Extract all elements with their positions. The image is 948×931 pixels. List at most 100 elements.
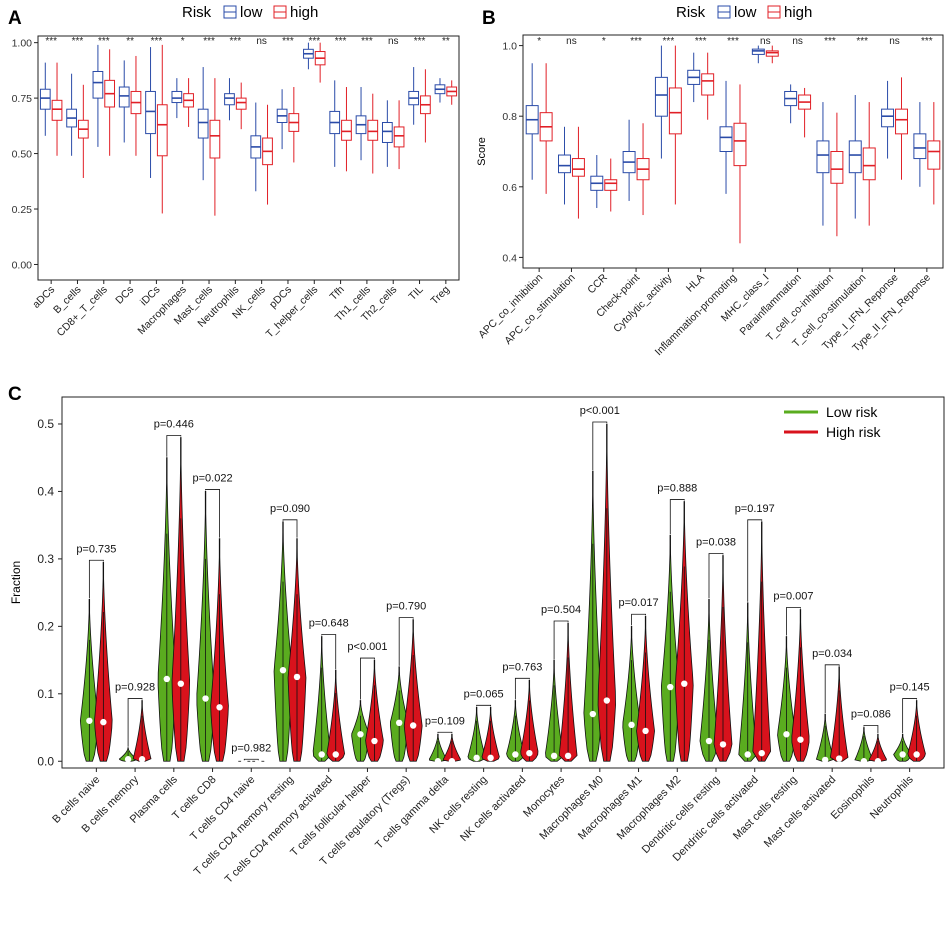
p-value-label: p<0.001	[347, 641, 387, 653]
violin-median-dot	[589, 710, 597, 718]
y-tick-label: 0.00	[12, 259, 33, 271]
box-high	[733, 122, 747, 167]
y-tick-label: 0.50	[12, 149, 33, 161]
significance-label: ns	[792, 36, 803, 47]
box-low	[913, 133, 927, 160]
p-bracket	[282, 519, 298, 538]
p-bracket	[166, 435, 182, 457]
p-bracket	[669, 499, 685, 535]
box-low	[39, 88, 51, 110]
plot-frame	[61, 396, 945, 769]
legend: Risk low high	[182, 4, 318, 21]
violin-median-dot	[395, 719, 403, 727]
p-value-label: p=0.017	[619, 597, 659, 609]
violin-median-dot	[681, 680, 688, 687]
box-high	[51, 99, 63, 121]
p-value-label: p=0.735	[76, 543, 116, 555]
violin-median-dot	[86, 717, 93, 724]
violin-median-dot	[835, 755, 843, 762]
violin-median-dot	[318, 751, 325, 758]
p-value-label: p=0.086	[851, 709, 891, 721]
x-tick-label: DCs	[113, 284, 136, 307]
p-value-label: p=0.648	[309, 617, 349, 629]
significance-label: ***	[45, 36, 57, 47]
p-bracket	[514, 677, 530, 700]
significance-label: ***	[335, 36, 347, 47]
significance-label: ***	[727, 36, 739, 47]
significance-label: ***	[203, 36, 215, 47]
significance-label: ***	[663, 36, 675, 47]
p-bracket	[321, 634, 337, 670]
violin-median-dot	[758, 749, 765, 757]
y-tick-label: 0.0	[37, 754, 54, 768]
y-axis-label: Score	[0, 144, 3, 173]
y-tick-label: 0.1	[37, 687, 54, 701]
violin-median-dot	[100, 718, 107, 726]
legend: Risk low high	[676, 4, 812, 21]
significance-label: ns	[388, 36, 399, 47]
box-low	[719, 126, 733, 153]
violin-median-dot	[448, 758, 456, 765]
box-low	[654, 76, 668, 117]
plot-frame	[37, 35, 460, 281]
p-bracket	[437, 731, 453, 734]
box-low	[881, 108, 895, 128]
significance-label: **	[126, 36, 134, 47]
p-value-label: p=0.504	[541, 604, 581, 616]
significance-label: ***	[361, 36, 373, 47]
significance-label: ***	[630, 36, 642, 47]
violin-median-dot	[487, 754, 494, 762]
significance-label: ***	[72, 36, 84, 47]
significance-label: ***	[695, 36, 707, 47]
x-tick-label: T cells gamma delta	[373, 773, 452, 852]
box-high	[668, 87, 682, 135]
p-bracket	[747, 519, 763, 602]
p-bracket	[708, 553, 724, 599]
legend-title: Risk	[676, 4, 706, 21]
significance-label: *	[181, 36, 185, 47]
p-value-label: p=0.090	[270, 503, 310, 515]
significance-label: ***	[230, 36, 242, 47]
y-axis-label: Fraction	[9, 561, 23, 604]
significance-label: ***	[282, 36, 294, 47]
p-bracket	[902, 698, 918, 734]
legend-label-high: high	[784, 4, 812, 21]
x-tick-label: NK cells activated	[458, 774, 528, 844]
box-low	[171, 90, 183, 104]
p-value-label: p=0.888	[657, 483, 697, 495]
p-bracket	[88, 559, 104, 599]
box-low	[92, 70, 104, 99]
panel-letter-a: A	[8, 8, 22, 29]
box-high	[235, 97, 247, 110]
significance-label: ***	[308, 36, 320, 47]
y-tick-label: 0.3	[37, 552, 54, 566]
y-tick-label: 0.6	[502, 182, 517, 194]
violin-median-dot	[705, 737, 713, 745]
violin-median-dot	[124, 756, 132, 763]
p-bracket	[398, 617, 414, 666]
x-tick-label: Tfh	[328, 284, 347, 303]
violin-median-dot	[719, 741, 727, 748]
box-high	[927, 140, 941, 170]
box-low	[816, 140, 830, 174]
p-bracket	[863, 725, 879, 734]
significance-label: ***	[414, 36, 426, 47]
panel-b: 0.40.60.81.0ScoreAPC_co_inhibition*APC_c…	[476, 4, 944, 358]
p-bracket	[824, 664, 840, 714]
violin-median-dot	[434, 758, 442, 765]
box-high	[895, 108, 908, 135]
violin-median-dot	[899, 751, 906, 758]
significance-label: ***	[856, 36, 868, 47]
p-bracket	[476, 704, 492, 707]
significance-label: ***	[98, 36, 110, 47]
x-tick-label: Cytolytic_activity	[611, 271, 675, 335]
box-high	[862, 147, 876, 181]
significance-label: ns	[566, 36, 577, 47]
p-bracket	[205, 489, 220, 538]
box-low	[381, 122, 393, 143]
x-tick-label: HLA	[684, 272, 707, 295]
violin-median-dot	[138, 756, 146, 763]
box-low	[558, 154, 571, 174]
violin-median-dot	[371, 737, 378, 745]
violin-median-dot	[163, 675, 171, 683]
